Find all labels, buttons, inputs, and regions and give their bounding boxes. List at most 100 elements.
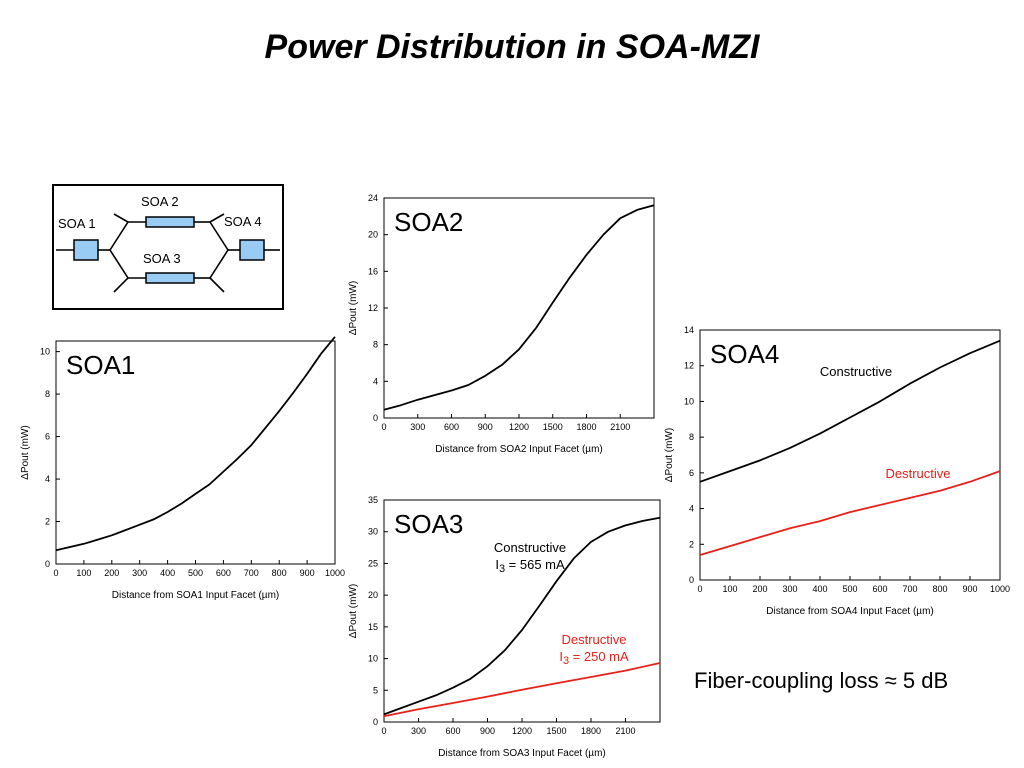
y-tick-label: 16 <box>368 266 378 276</box>
y-axis-label: ΔPout (mW) <box>348 584 359 638</box>
soa2-element <box>145 216 195 228</box>
x-tick-label: 1800 <box>581 726 601 736</box>
y-tick-label: 6 <box>689 468 694 478</box>
series-annotation: Destructive <box>885 466 950 481</box>
y-tick-label: 0 <box>373 717 378 727</box>
y-tick-label: 4 <box>45 474 50 484</box>
x-tick-label: 1000 <box>990 584 1010 594</box>
y-tick-label: 20 <box>368 230 378 240</box>
x-tick-label: 400 <box>160 568 175 578</box>
y-tick-label: 8 <box>373 340 378 350</box>
x-tick-label: 600 <box>445 726 460 736</box>
x-tick-label: 0 <box>381 726 386 736</box>
x-axis-label: Distance from SOA3 Input Facet (µm) <box>438 748 605 759</box>
x-tick-label: 500 <box>842 584 857 594</box>
mzi-schematic: SOA 1 SOA 2 SOA 3 SOA 4 <box>52 184 284 310</box>
lower-arm-combine <box>209 249 229 279</box>
x-tick-label: 0 <box>53 568 58 578</box>
x-tick-label: 300 <box>782 584 797 594</box>
y-tick-label: 0 <box>373 413 378 423</box>
x-tick-label: 600 <box>216 568 231 578</box>
x-tick-label: 800 <box>272 568 287 578</box>
control-port <box>113 277 129 293</box>
series-line-1 <box>699 470 1001 556</box>
y-tick-label: 35 <box>368 495 378 505</box>
x-tick-label: 300 <box>410 422 425 432</box>
series-annotation: I3 = 250 mA <box>559 649 629 667</box>
x-tick-label: 1500 <box>543 422 563 432</box>
x-tick-label: 2100 <box>615 726 635 736</box>
x-tick-label: 1000 <box>325 568 345 578</box>
x-tick-label: 500 <box>188 568 203 578</box>
panel-label-soa3: SOA3 <box>394 509 463 539</box>
x-axis-label: Distance from SOA1 Input Facet (µm) <box>112 590 279 601</box>
series-line-1 <box>383 662 661 718</box>
y-tick-label: 0 <box>689 575 694 585</box>
soa1-element <box>73 239 99 261</box>
x-tick-label: 0 <box>697 584 702 594</box>
x-tick-label: 700 <box>902 584 917 594</box>
y-tick-label: 12 <box>684 361 694 371</box>
x-tick-label: 100 <box>722 584 737 594</box>
y-tick-label: 15 <box>368 622 378 632</box>
y-tick-label: 5 <box>373 685 378 695</box>
y-axis-label: ΔPout (mW) <box>348 281 359 335</box>
y-tick-label: 4 <box>373 376 378 386</box>
y-tick-label: 25 <box>368 558 378 568</box>
schematic-label-soa4: SOA 4 <box>224 214 262 229</box>
x-tick-label: 900 <box>480 726 495 736</box>
panel-label-soa2: SOA2 <box>394 207 463 237</box>
schematic-label-soa3: SOA 3 <box>143 251 181 266</box>
series-annotation: Constructive <box>820 364 892 379</box>
y-tick-label: 12 <box>368 303 378 313</box>
series-annotation: Constructive <box>494 540 566 555</box>
fiber-coupling-note: Fiber-coupling loss ≈ 5 dB <box>694 668 949 693</box>
y-tick-label: 30 <box>368 527 378 537</box>
soa4-element <box>239 239 265 261</box>
control-port <box>113 213 129 223</box>
upper-arm-split <box>109 221 129 251</box>
series-line-0 <box>383 516 661 716</box>
x-tick-label: 400 <box>812 584 827 594</box>
y-tick-label: 2 <box>45 517 50 527</box>
x-tick-label: 200 <box>104 568 119 578</box>
mzi-schematic-drawing <box>56 213 280 293</box>
y-tick-label: 8 <box>689 432 694 442</box>
upper-arm-combine <box>209 221 229 251</box>
schematic-label-soa2: SOA 2 <box>141 194 179 209</box>
control-port <box>209 277 225 293</box>
lower-arm-split <box>109 249 129 279</box>
series-line-0 <box>383 204 655 411</box>
y-tick-label: 8 <box>45 389 50 399</box>
x-axis-label: Distance from SOA4 Input Facet (µm) <box>766 606 933 617</box>
schematic-label-soa1: SOA 1 <box>58 216 96 231</box>
x-tick-label: 1800 <box>576 422 596 432</box>
x-tick-label: 800 <box>932 584 947 594</box>
x-tick-label: 300 <box>132 568 147 578</box>
y-tick-label: 2 <box>689 539 694 549</box>
y-tick-label: 14 <box>684 325 694 335</box>
x-tick-label: 900 <box>478 422 493 432</box>
series-annotation: Destructive <box>561 632 626 647</box>
x-tick-label: 900 <box>962 584 977 594</box>
x-tick-label: 2100 <box>610 422 630 432</box>
y-tick-label: 0 <box>45 559 50 569</box>
y-tick-label: 10 <box>40 347 50 357</box>
x-tick-label: 200 <box>752 584 767 594</box>
y-tick-label: 24 <box>368 193 378 203</box>
y-tick-label: 10 <box>368 654 378 664</box>
panel-label-soa1: SOA1 <box>66 350 135 380</box>
control-port <box>209 213 225 223</box>
y-tick-label: 4 <box>689 504 694 514</box>
y-tick-label: 20 <box>368 590 378 600</box>
y-tick-label: 10 <box>684 396 694 406</box>
x-tick-label: 1200 <box>512 726 532 736</box>
x-tick-label: 1200 <box>509 422 529 432</box>
x-tick-label: 900 <box>300 568 315 578</box>
y-tick-label: 6 <box>45 432 50 442</box>
slide-title: Power Distribution in SOA-MZI <box>264 28 760 66</box>
series-line-0 <box>699 339 1001 483</box>
